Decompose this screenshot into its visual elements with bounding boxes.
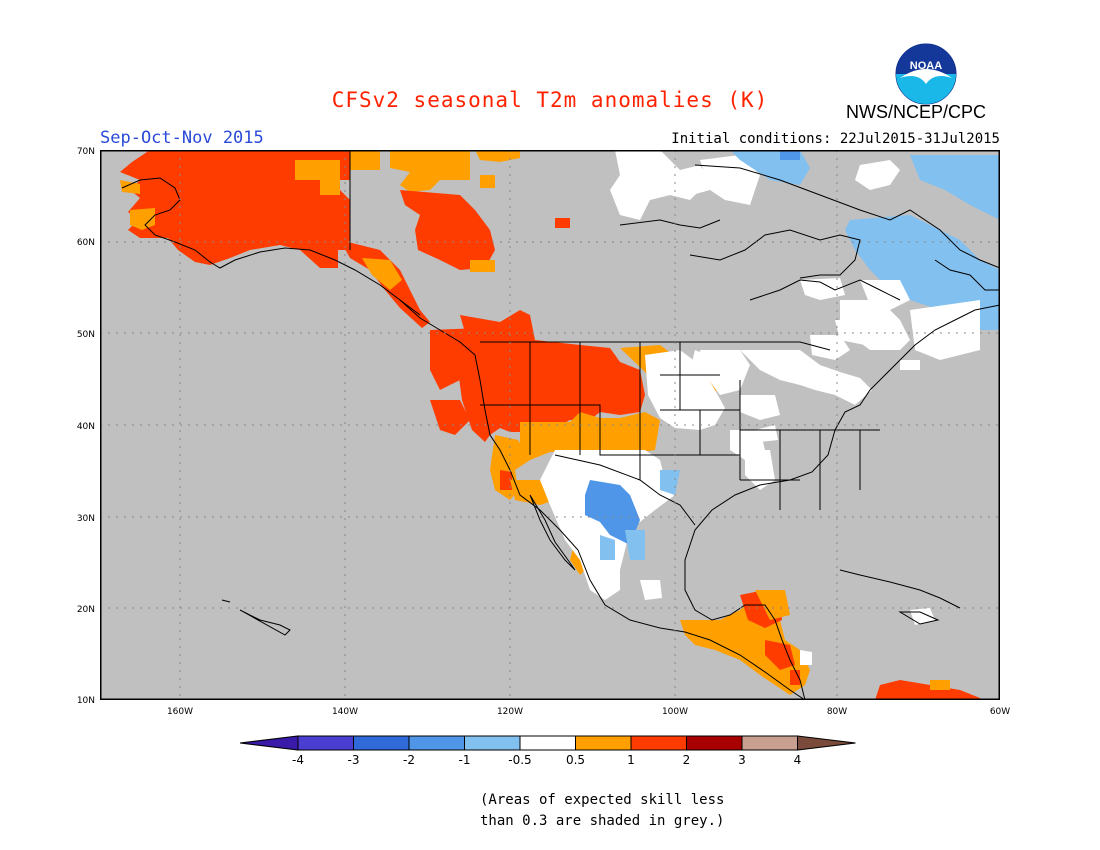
lon-label: 140W (332, 707, 358, 717)
lon-label: 100W (662, 707, 688, 717)
figure-title: CFSv2 seasonal T2m anomalies (K) (331, 88, 769, 112)
alaska-warm-anomaly (120, 150, 570, 328)
lat-label: 70N (77, 147, 95, 157)
colorbar-tick-label: -3 (348, 753, 360, 767)
lat-label: 20N (77, 605, 95, 615)
colorbar-box (353, 735, 410, 751)
skill-note-line: than 0.3 are shaded in grey.) (480, 813, 725, 829)
lon-label: 120W (497, 707, 523, 717)
skill-note: (Areas of expected skill less than 0.3 a… (480, 790, 724, 832)
colorbar-arrow-low (240, 735, 299, 751)
colorbar-tick-label: -2 (403, 753, 415, 767)
colorbar-box (575, 735, 632, 751)
longitude-axis: 160W 140W 120W 100W 80W 60W (167, 707, 1010, 717)
noaa-logo: NOAA (895, 43, 957, 105)
latitude-axis: 70N 60N 50N 40N 30N 20N 10N (77, 147, 95, 706)
lat-label: 60N (77, 238, 95, 248)
lon-label: 60W (990, 707, 1010, 717)
colorbar-tick-label: -1 (459, 753, 471, 767)
colorbar-tick-label: 4 (794, 753, 802, 767)
graticule (100, 150, 1000, 700)
colorbar-tick-label: -0.5 (508, 753, 531, 767)
lat-label: 50N (77, 330, 95, 340)
western-us-warm-anomaly (430, 310, 720, 575)
colorbar-box (741, 735, 798, 751)
canada-neutral-cool-anomaly (610, 150, 1000, 360)
logo-text: NOAA (910, 60, 942, 72)
colorbar-box (297, 735, 354, 751)
colorbar-box (686, 735, 743, 751)
southwest-neutral-cool-anomaly (540, 450, 680, 600)
lat-label: 40N (77, 422, 95, 432)
colorbar-box (408, 735, 465, 751)
anomaly-map (100, 150, 1000, 700)
colorbar-tick-label: 0.5 (566, 753, 585, 767)
lat-label: 30N (77, 514, 95, 524)
colorbar-tick-label: -4 (292, 753, 304, 767)
skill-note-line: (Areas of expected skill less (480, 792, 725, 808)
lon-label: 80W (827, 707, 847, 717)
initial-conditions-label: Initial conditions: 22Jul2015-31Jul2015 (671, 131, 1000, 147)
agency-label: NWS/NCEP/CPC (846, 102, 987, 122)
season-label: Sep-Oct-Nov 2015 (100, 128, 264, 148)
colorbar-tick-label: 1 (627, 753, 635, 767)
colorbar-box (464, 735, 521, 751)
central-america-warm-anomaly (680, 590, 980, 700)
colorbar-tick-label: 2 (683, 753, 691, 767)
colorbar-arrow-high (797, 735, 856, 751)
colorbar: -4 -3 -2 -1 -0.5 0.5 1 2 3 4 (240, 735, 856, 767)
lon-label: 160W (167, 707, 193, 717)
map-frame (100, 150, 1000, 700)
coastlines (121, 164, 1000, 700)
colorbar-tick-label: 3 (738, 753, 746, 767)
lat-label: 10N (77, 696, 95, 706)
political-borders (349, 150, 880, 526)
colorbar-box (519, 735, 576, 751)
colorbar-box (630, 735, 687, 751)
